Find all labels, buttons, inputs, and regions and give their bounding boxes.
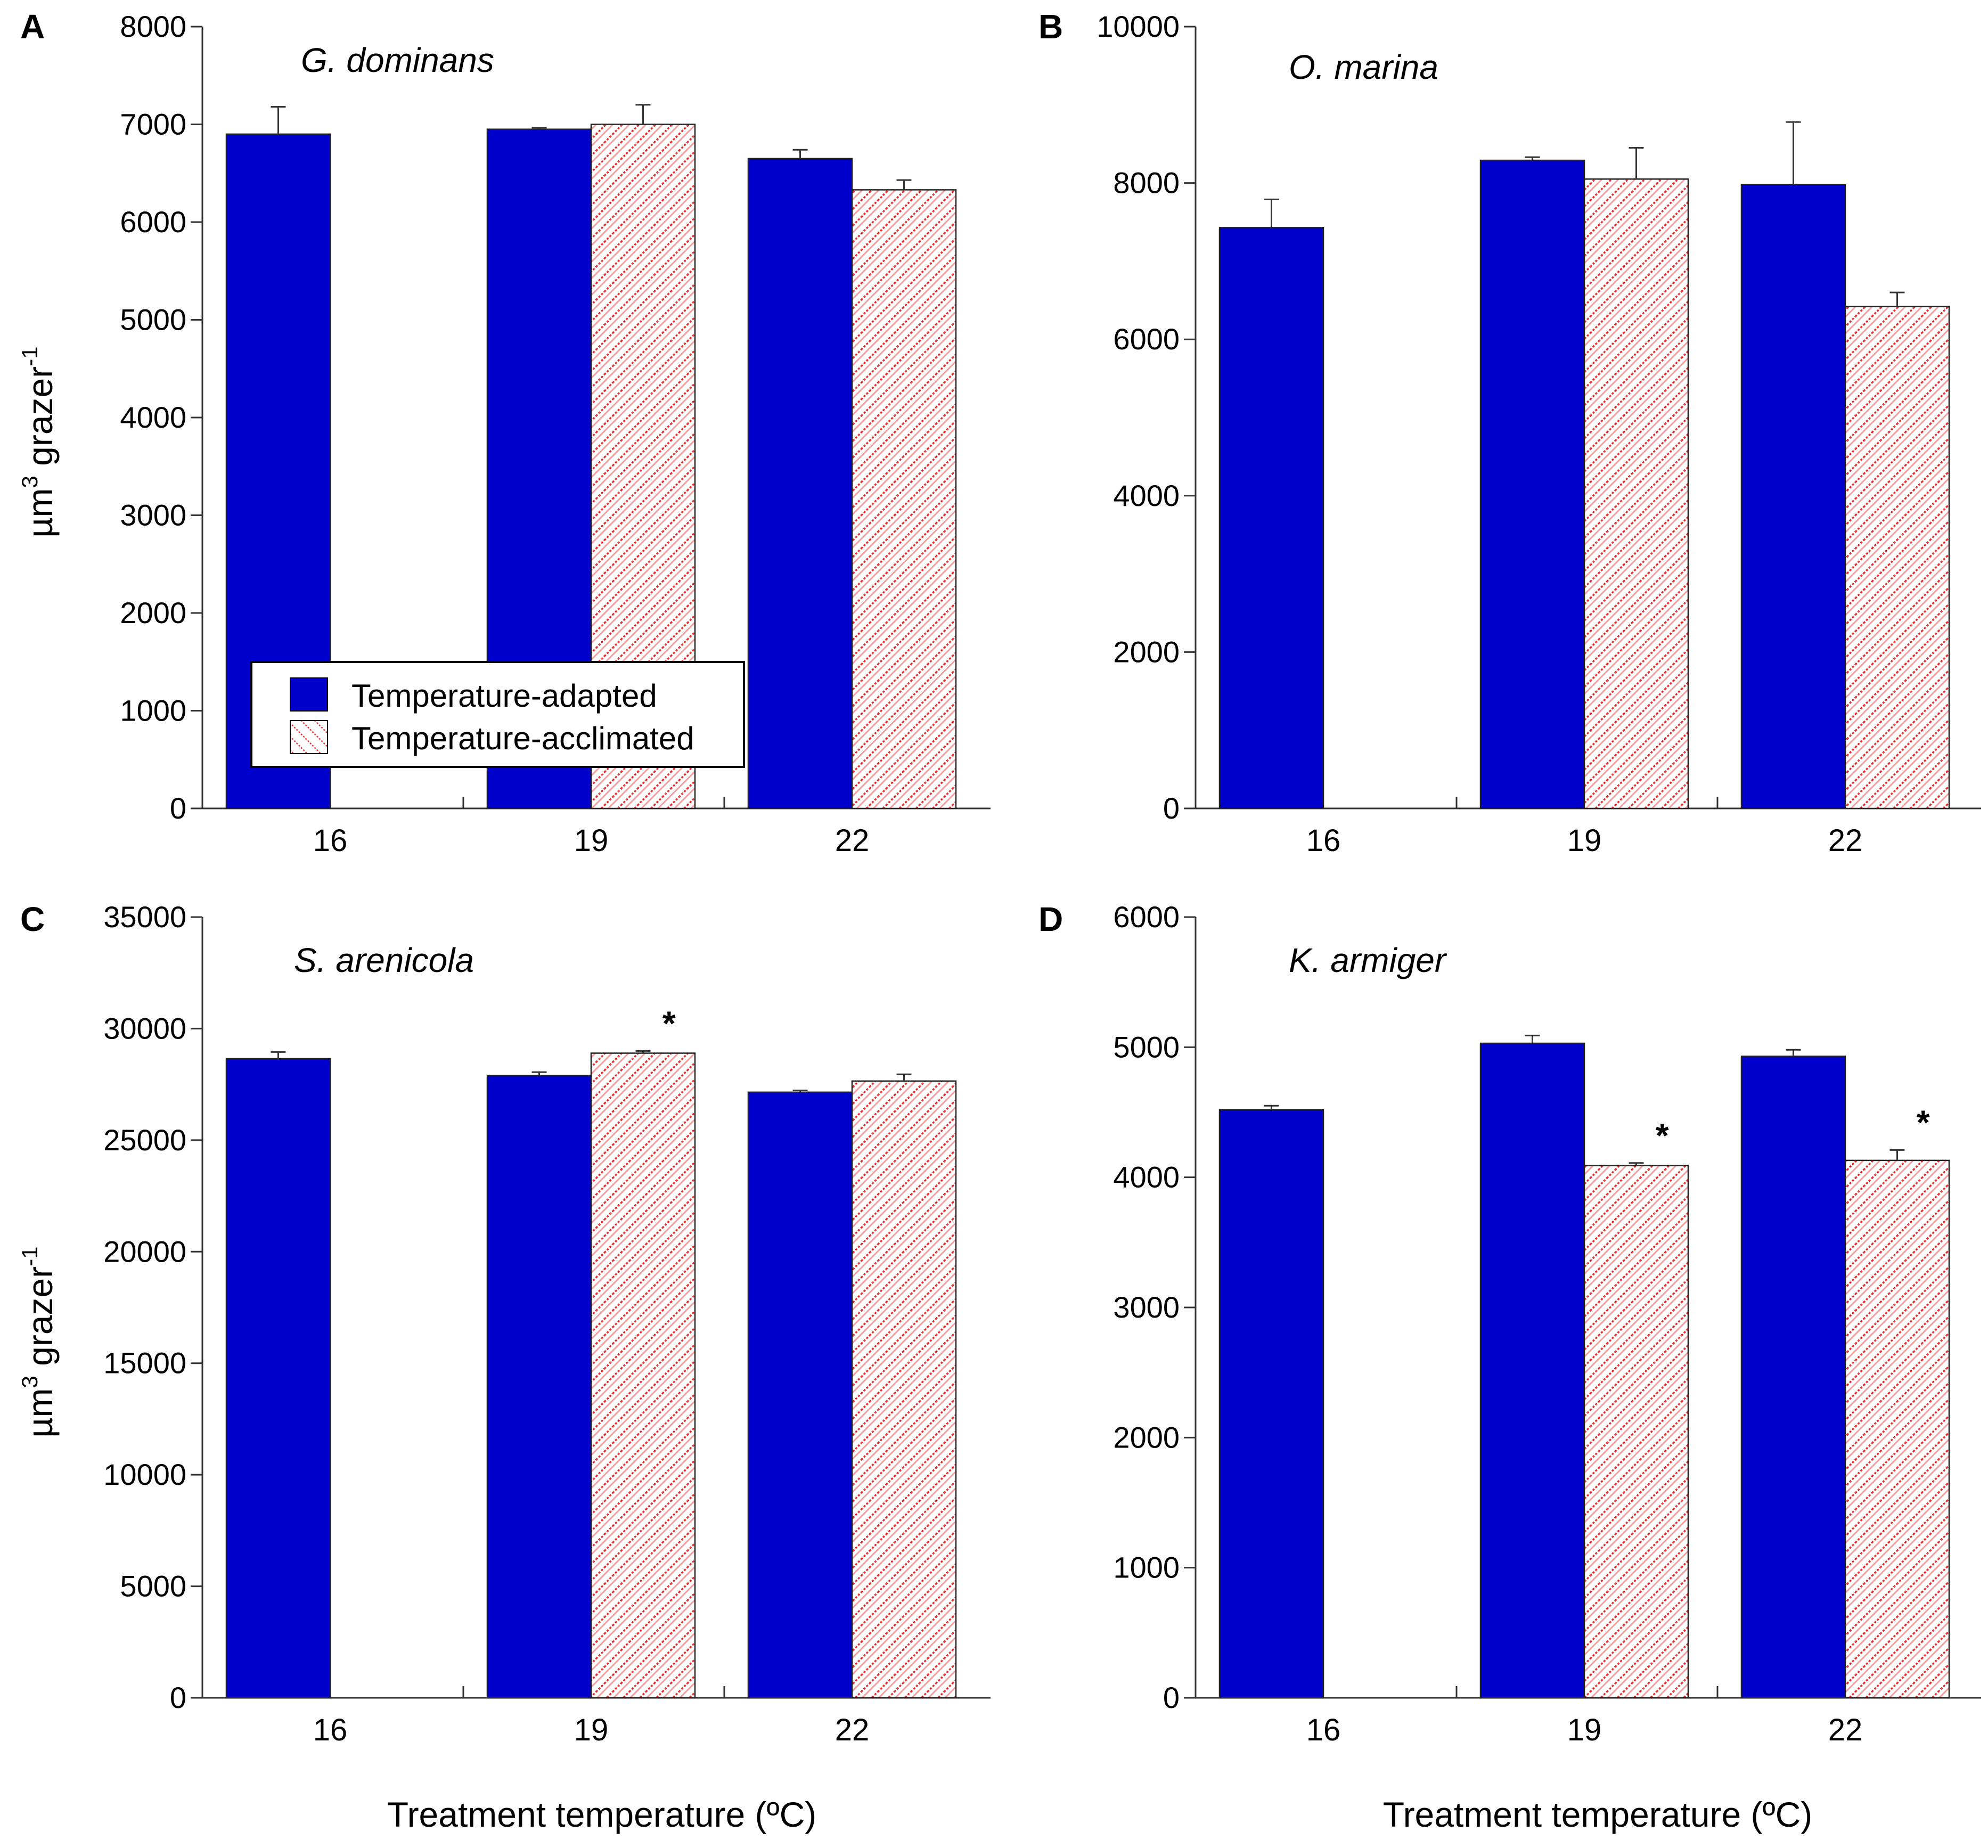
x-tick-label: 22 bbox=[1828, 823, 1863, 858]
y-tick-label: 0 bbox=[170, 791, 186, 825]
y-tick-label: 6000 bbox=[1113, 322, 1180, 356]
y-tick-label: 3000 bbox=[120, 498, 186, 532]
y-tick-label: 25000 bbox=[103, 1123, 186, 1157]
species-title: S. arenicola bbox=[294, 941, 474, 979]
bar-adapted bbox=[1740, 1056, 1846, 1699]
panel-marks: 0 5000 10000 15000 20000 25000 30000 35000 16 19 2… bbox=[103, 900, 991, 1747]
y-tick-label: 2000 bbox=[120, 596, 186, 629]
y-tick-label: 10000 bbox=[103, 1458, 186, 1491]
species-title: G. dominans bbox=[301, 41, 494, 79]
bar-adapted bbox=[747, 1091, 853, 1699]
bar-adapted bbox=[1218, 1109, 1324, 1699]
panel-letter: A bbox=[20, 7, 45, 46]
bar-adapted bbox=[1479, 1042, 1585, 1699]
species-title: O. marina bbox=[1289, 48, 1438, 86]
x-tick-label: 16 bbox=[1306, 1713, 1341, 1747]
legend: Temperature-adapted Temperature-acclimat… bbox=[250, 661, 745, 768]
y-tick-label: 4000 bbox=[1113, 479, 1180, 512]
y-tick-label: 5000 bbox=[120, 303, 186, 337]
bar-adapted bbox=[486, 1075, 592, 1699]
panel-letter: D bbox=[1038, 900, 1063, 938]
y-tick-label: 0 bbox=[170, 1681, 186, 1714]
y-tick-label: 1000 bbox=[120, 694, 186, 727]
y-axis-title-top: µm3 grazer-1 bbox=[17, 346, 60, 537]
bar-acclimated bbox=[851, 1080, 957, 1699]
y-tick-label: 6000 bbox=[120, 205, 186, 239]
bar-adapted bbox=[1479, 159, 1585, 809]
x-tick-label: 19 bbox=[1567, 823, 1602, 858]
x-tick-label: 19 bbox=[1567, 1713, 1602, 1747]
x-tick-label: 19 bbox=[574, 1713, 609, 1747]
legend-swatch-adapted bbox=[290, 677, 328, 712]
y-tick-label: 8000 bbox=[120, 10, 186, 43]
y-tick-label: 7000 bbox=[120, 108, 186, 141]
x-tick-label: 22 bbox=[835, 823, 870, 858]
bar-adapted bbox=[747, 158, 853, 809]
x-tick-label: 19 bbox=[574, 823, 609, 858]
y-tick-label: 15000 bbox=[103, 1346, 186, 1380]
panel-d: D K. armiger 0 1000 2000 3000 4000 5000 6000 16… bbox=[1038, 900, 1981, 1747]
x-tick-label: 16 bbox=[1306, 823, 1341, 858]
legend-box bbox=[250, 661, 745, 768]
x-axis-title-left: Treatment temperature (ºC) bbox=[387, 1795, 817, 1834]
legend-swatch-acclimated bbox=[290, 720, 328, 754]
y-tick-label: 0 bbox=[1163, 1681, 1180, 1714]
species-title: K. armiger bbox=[1289, 941, 1447, 979]
panel-b: B O. marina 0 2000 4000 6000 8000 10000 16 19 22 bbox=[1038, 7, 1981, 858]
panel-marks: 0 2000 4000 6000 8000 10000 16 19 22 bbox=[1097, 10, 1981, 858]
y-axis-title-bottom: µm3 grazer-1 bbox=[17, 1246, 60, 1437]
y-tick-label: 20000 bbox=[103, 1234, 186, 1268]
y-tick-label: 3000 bbox=[1113, 1290, 1180, 1324]
x-tick-label: 22 bbox=[1828, 1713, 1863, 1747]
bar-acclimated bbox=[1583, 1165, 1689, 1699]
bar-adapted bbox=[1218, 227, 1324, 809]
y-tick-label: 2000 bbox=[1113, 1420, 1180, 1454]
bar-acclimated bbox=[1844, 306, 1950, 809]
y-tick-label: 1000 bbox=[1113, 1551, 1180, 1584]
significance-marker: * bbox=[1917, 1103, 1930, 1141]
bar-adapted bbox=[225, 1058, 331, 1699]
x-tick-label: 16 bbox=[313, 823, 348, 858]
bar-acclimated bbox=[851, 189, 957, 809]
bar-acclimated bbox=[590, 1052, 696, 1699]
panel-marks: 0 1000 2000 3000 4000 5000 6000 16 19 22 * * bbox=[1113, 900, 1981, 1747]
significance-marker: * bbox=[662, 1004, 676, 1042]
y-tick-label: 30000 bbox=[103, 1011, 186, 1045]
y-tick-label: 4000 bbox=[1113, 1160, 1180, 1194]
y-tick-label: 6000 bbox=[1113, 900, 1180, 934]
legend-label-acclimated: Temperature-acclimated bbox=[351, 721, 694, 756]
y-tick-label: 2000 bbox=[1113, 635, 1180, 668]
y-tick-label: 35000 bbox=[103, 900, 186, 934]
legend-label-adapted: Temperature-adapted bbox=[351, 678, 657, 714]
panel-letter: B bbox=[1038, 7, 1063, 46]
y-tick-label: 8000 bbox=[1113, 166, 1180, 200]
panel-c: C S. arenicola 0 5000 10000 15000 20000 25000… bbox=[20, 900, 991, 1747]
bar-acclimated bbox=[1583, 178, 1689, 809]
x-tick-label: 22 bbox=[835, 1713, 870, 1747]
y-tick-label: 0 bbox=[1163, 791, 1180, 825]
y-tick-label: 4000 bbox=[120, 400, 186, 434]
panel-letter: C bbox=[20, 900, 45, 938]
significance-marker: * bbox=[1656, 1116, 1669, 1155]
y-tick-label: 10000 bbox=[1097, 10, 1180, 43]
x-tick-label: 16 bbox=[313, 1713, 348, 1747]
y-tick-label: 5000 bbox=[1113, 1030, 1180, 1064]
bar-acclimated bbox=[1844, 1159, 1950, 1699]
x-axis-title-right: Treatment temperature (ºC) bbox=[1383, 1795, 1813, 1834]
y-tick-label: 5000 bbox=[120, 1569, 186, 1603]
bar-adapted bbox=[1740, 184, 1846, 809]
